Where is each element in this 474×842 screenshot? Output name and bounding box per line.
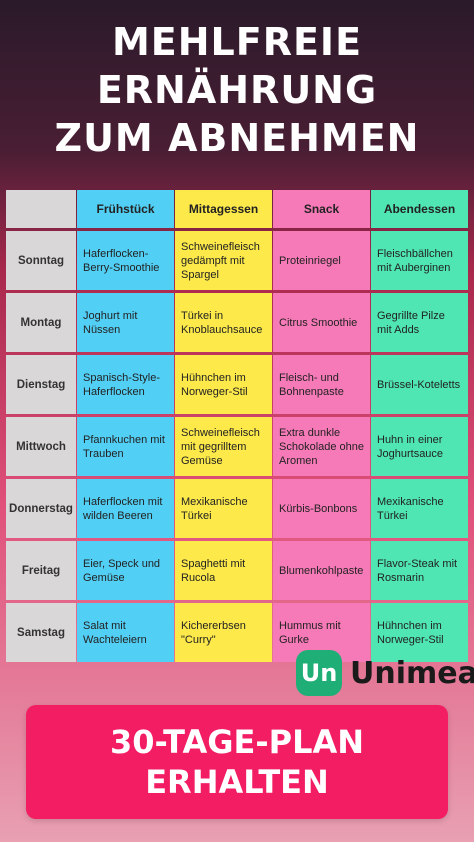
day-label: Donnerstag: [6, 479, 76, 538]
page-title: MEHLFREIE ERNÄHRUNG ZUM ABNEHMEN: [0, 18, 474, 162]
day-label: Montag: [6, 293, 76, 352]
cta-line-1: 30-TAGE-PLAN: [109, 723, 364, 761]
breakfast-cell: Joghurt mit Nüssen: [77, 293, 174, 352]
lunch-cell: Spaghetti mit Rucola: [175, 541, 272, 600]
table-corner: [6, 190, 76, 228]
dinner-cell: Huhn in einer Joghurtsauce: [371, 417, 468, 476]
dinner-cell: Fleischbällchen mit Auberginen: [371, 231, 468, 290]
title-line-2: ERNÄHRUNG: [96, 68, 378, 112]
snack-cell: Extra dunkle Schokolade ohne Aromen: [273, 417, 370, 476]
breakfast-cell: Haferflocken mit wilden Beeren: [77, 479, 174, 538]
lunch-cell: Hühnchen im Norweger-Stil: [175, 355, 272, 414]
meal-plan-table: Frühstück Mittagessen Snack Abendessen S…: [6, 190, 468, 662]
dinner-cell: Mexikanische Türkei: [371, 479, 468, 538]
breakfast-cell: Haferflocken-Berry-Smoothie: [77, 231, 174, 290]
cta-line-2: ERHALTEN: [145, 763, 329, 801]
header-dinner: Abendessen: [371, 190, 468, 228]
snack-cell: Fleisch- und Bohnenpaste: [273, 355, 370, 414]
unimeal-logo-icon: Un: [296, 650, 342, 696]
header-lunch: Mittagessen: [175, 190, 272, 228]
dinner-cell: Flavor-Steak mit Rosmarin: [371, 541, 468, 600]
day-label: Freitag: [6, 541, 76, 600]
snack-cell: Blumenkohlpaste: [273, 541, 370, 600]
breakfast-cell: Eier, Speck und Gemüse: [77, 541, 174, 600]
header-breakfast: Frühstück: [77, 190, 174, 228]
lunch-cell: Türkei in Knoblauchsauce: [175, 293, 272, 352]
dinner-cell: Brüssel-Koteletts: [371, 355, 468, 414]
breakfast-cell: Spanisch-Style-Haferflocken: [77, 355, 174, 414]
title-line-3: ZUM ABNEHMEN: [54, 116, 420, 160]
snack-cell: Proteinriegel: [273, 231, 370, 290]
get-plan-button[interactable]: 30-TAGE-PLAN ERHALTEN: [26, 705, 448, 819]
lunch-cell: Schweinefleisch mit gegrilltem Gemüse: [175, 417, 272, 476]
header-snack: Snack: [273, 190, 370, 228]
title-line-1: MEHLFREIE: [111, 20, 363, 64]
breakfast-cell: Pfannkuchen mit Trauben: [77, 417, 174, 476]
lunch-cell: Mexikanische Türkei: [175, 479, 272, 538]
snack-cell: Kürbis-Bonbons: [273, 479, 370, 538]
day-label: Sonntag: [6, 231, 76, 290]
breakfast-cell: Salat mit Wachteleiern: [77, 603, 174, 662]
day-label: Dienstag: [6, 355, 76, 414]
lunch-cell: Kichererbsen "Curry": [175, 603, 272, 662]
unimeal-logo: Un Unimeal: [296, 650, 474, 696]
lunch-cell: Schweinefleisch gedämpft mit Spargel: [175, 231, 272, 290]
dinner-cell: Hühnchen im Norweger-Stil: [371, 603, 468, 662]
unimeal-logo-text: Unimeal: [350, 655, 474, 691]
day-label: Mittwoch: [6, 417, 76, 476]
snack-cell: Citrus Smoothie: [273, 293, 370, 352]
dinner-cell: Gegrillte Pilze mit Adds: [371, 293, 468, 352]
day-label: Samstag: [6, 603, 76, 662]
